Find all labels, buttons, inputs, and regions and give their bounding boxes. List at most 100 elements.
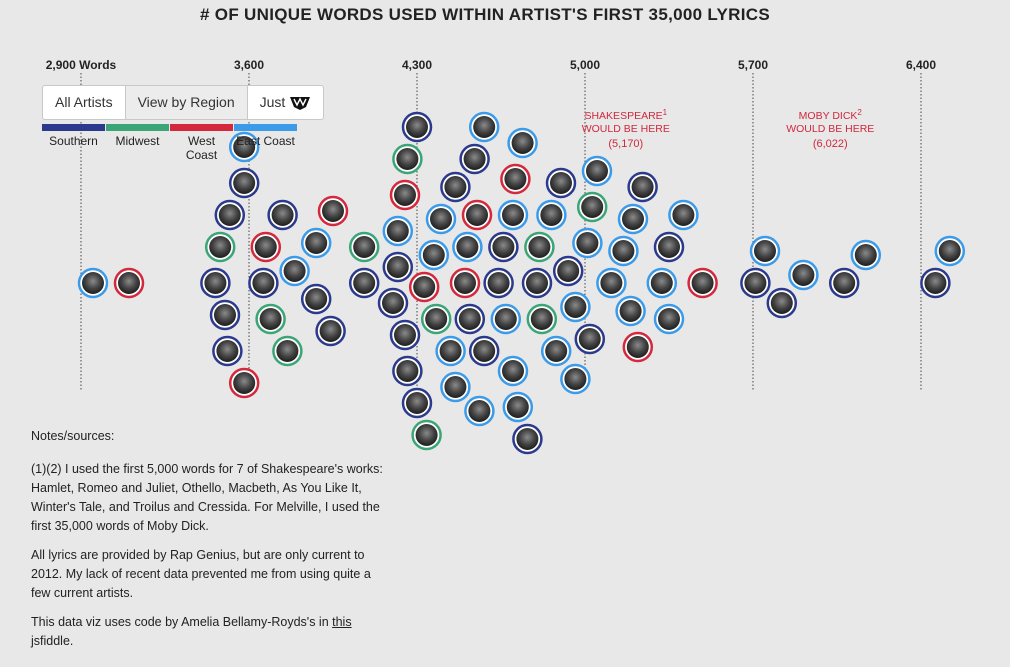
artist-dot[interactable]	[459, 143, 490, 175]
artist-dot[interactable]	[440, 171, 471, 203]
artist-dot[interactable]	[411, 419, 442, 451]
artist-dot[interactable]	[77, 267, 109, 299]
tab-just-wu-tang[interactable]: Just	[248, 86, 324, 119]
artist-dot[interactable]	[418, 239, 450, 271]
artist-dot[interactable]	[766, 287, 798, 319]
artist-dot[interactable]	[401, 387, 433, 419]
artist-dot[interactable]	[540, 335, 572, 367]
artist-dot[interactable]	[389, 319, 421, 351]
artist-dot[interactable]	[267, 199, 298, 231]
artist-dot[interactable]	[828, 267, 860, 299]
artist-dot[interactable]	[228, 131, 260, 163]
artist-dot[interactable]	[250, 231, 282, 263]
artist-dot[interactable]	[204, 231, 236, 263]
artist-dot[interactable]	[392, 143, 423, 175]
artist-dot[interactable]	[449, 267, 481, 299]
artist-dot[interactable]	[622, 331, 654, 363]
artist-dot[interactable]	[617, 203, 649, 235]
artist-photo	[550, 172, 572, 194]
artist-dot[interactable]	[255, 303, 286, 335]
artist-dot[interactable]	[200, 267, 231, 299]
artist-dot[interactable]	[687, 267, 718, 299]
artist-dot[interactable]	[348, 231, 380, 263]
artist-dot[interactable]	[382, 215, 414, 247]
artist-dot[interactable]	[507, 127, 538, 159]
artist-dot[interactable]	[483, 267, 514, 299]
artist-photo	[233, 172, 256, 194]
artist-dot[interactable]	[490, 303, 522, 335]
artist-dot[interactable]	[212, 335, 243, 367]
artist-dot[interactable]	[646, 267, 678, 299]
artist-dot[interactable]	[228, 367, 260, 399]
artist-dot[interactable]	[524, 231, 555, 263]
artist-dot[interactable]	[454, 303, 486, 335]
artist-dot[interactable]	[382, 251, 414, 283]
jsfiddle-link[interactable]: this	[332, 615, 352, 629]
artist-photo	[754, 240, 776, 262]
artist-dot[interactable]	[497, 355, 529, 387]
artist-dot[interactable]	[552, 255, 584, 287]
artist-photo	[576, 232, 599, 254]
artist-dot[interactable]	[401, 111, 433, 143]
artist-dot[interactable]	[317, 195, 349, 227]
artist-dot[interactable]	[300, 227, 332, 259]
artist-dot[interactable]	[348, 267, 380, 299]
tab-all-artists[interactable]: All Artists	[43, 86, 126, 119]
artist-dot[interactable]	[279, 255, 310, 287]
artist-dot[interactable]	[536, 199, 567, 231]
artist-dot[interactable]	[315, 315, 346, 347]
artist-dot[interactable]	[512, 423, 543, 455]
artist-photo	[502, 360, 524, 382]
artist-dot[interactable]	[934, 235, 966, 267]
artist-dot[interactable]	[572, 227, 603, 259]
artist-dot[interactable]	[521, 267, 553, 299]
artist-photo	[386, 256, 409, 278]
artist-dot[interactable]	[461, 199, 493, 231]
artist-dot[interactable]	[576, 191, 608, 223]
artist-dot[interactable]	[440, 371, 471, 403]
artist-dot[interactable]	[920, 267, 951, 299]
artist-photo	[254, 236, 277, 258]
artist-dot[interactable]	[560, 291, 591, 323]
artist-dot[interactable]	[488, 231, 519, 263]
artist-dot[interactable]	[389, 179, 421, 211]
artist-dot[interactable]	[526, 303, 558, 335]
artist-dot[interactable]	[740, 267, 771, 299]
artist-dot[interactable]	[574, 323, 606, 355]
artist-dot[interactable]	[502, 391, 534, 423]
artist-dot[interactable]	[608, 235, 639, 267]
artist-dot[interactable]	[788, 259, 819, 291]
artist-dot[interactable]	[228, 167, 260, 199]
artist-dot[interactable]	[468, 111, 500, 143]
artist-dot[interactable]	[749, 235, 781, 267]
artist-dot[interactable]	[272, 335, 303, 367]
artist-dot[interactable]	[452, 231, 483, 263]
artist-dot[interactable]	[248, 267, 279, 299]
artist-dot[interactable]	[392, 355, 423, 387]
artist-dot[interactable]	[497, 199, 529, 231]
artist-dot[interactable]	[468, 335, 500, 367]
artist-dot[interactable]	[209, 299, 241, 331]
artist-photo	[218, 204, 241, 226]
artist-dot[interactable]	[377, 287, 409, 319]
artist-dot[interactable]	[596, 267, 627, 299]
artist-dot[interactable]	[627, 171, 658, 203]
artist-dot[interactable]	[435, 335, 466, 367]
artist-dot[interactable]	[425, 203, 457, 235]
artist-dot[interactable]	[408, 271, 440, 303]
artist-dot[interactable]	[300, 283, 332, 315]
artist-dot[interactable]	[420, 303, 452, 335]
artist-dot[interactable]	[560, 363, 591, 395]
artist-dot[interactable]	[113, 267, 145, 299]
artist-dot[interactable]	[653, 231, 685, 263]
artist-dot[interactable]	[464, 395, 495, 427]
artist-dot[interactable]	[653, 303, 685, 335]
artist-dot[interactable]	[545, 167, 577, 199]
artist-dot[interactable]	[500, 163, 531, 195]
artist-dot[interactable]	[615, 295, 646, 327]
artist-dot[interactable]	[850, 239, 882, 271]
tab-view-by-region[interactable]: View by Region	[125, 86, 248, 119]
artist-dot[interactable]	[581, 155, 613, 187]
artist-dot[interactable]	[668, 199, 699, 231]
artist-dot[interactable]	[214, 199, 246, 231]
